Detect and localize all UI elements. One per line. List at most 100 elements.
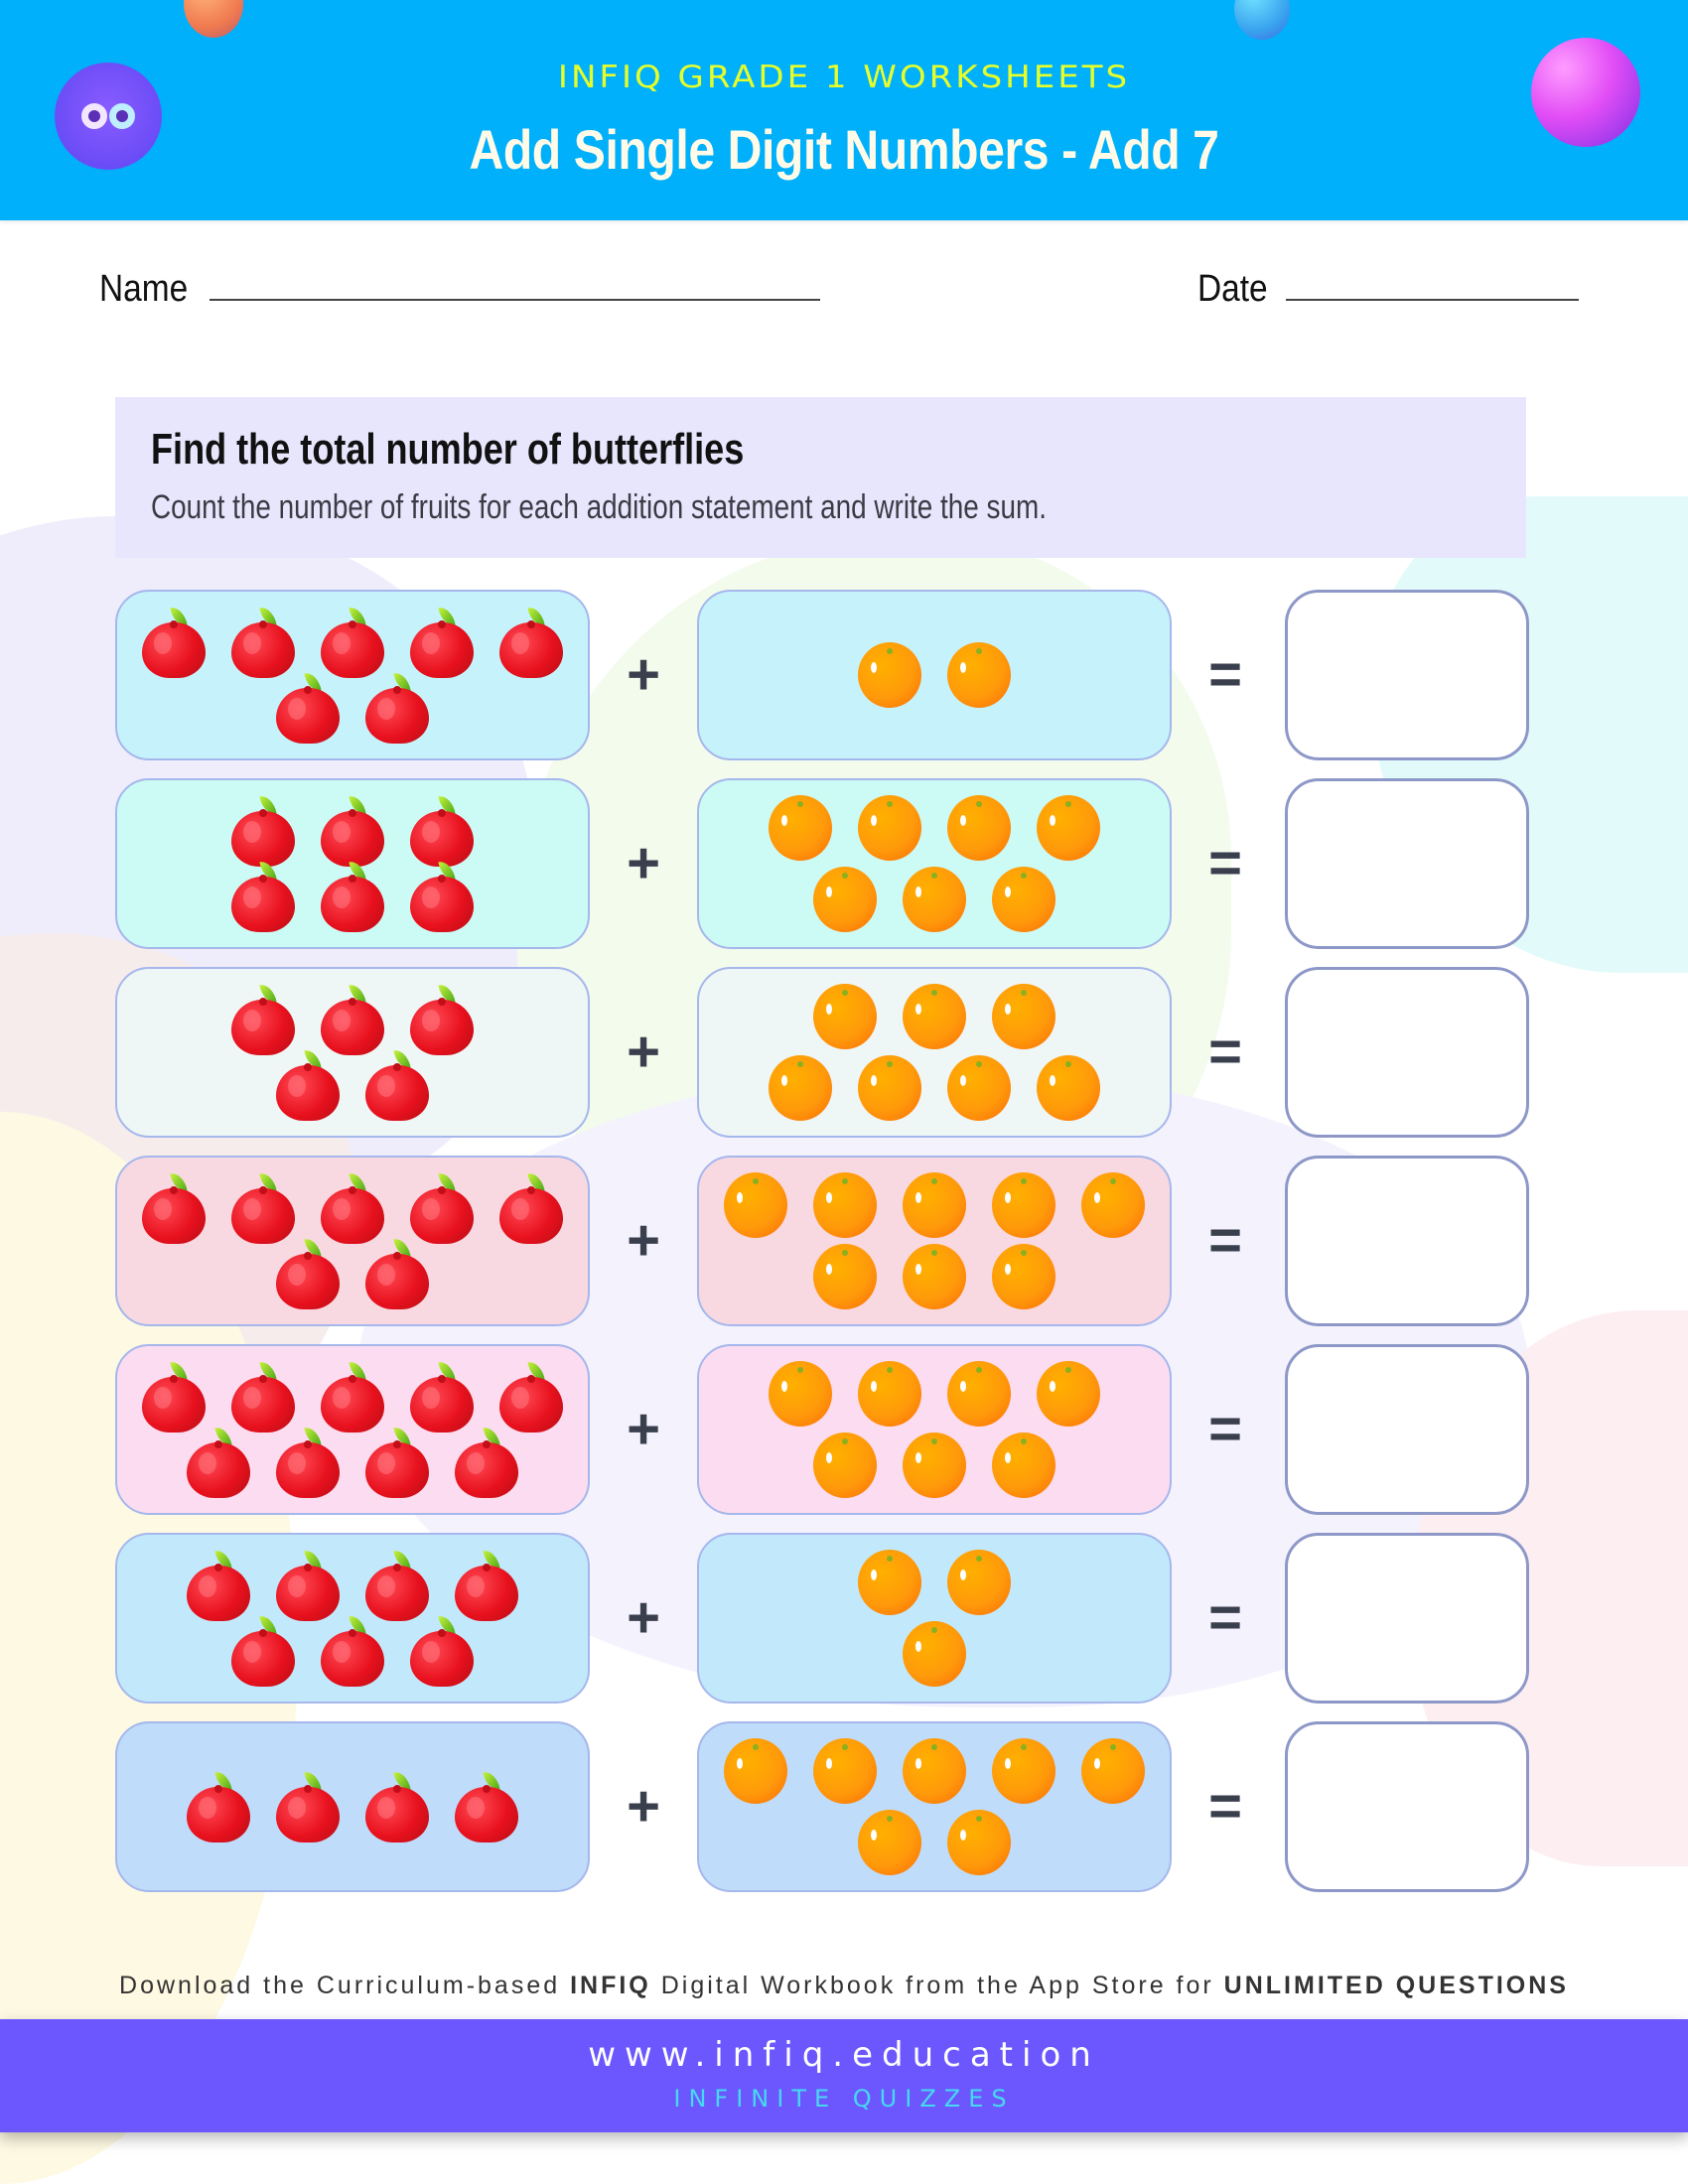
apple-line	[142, 605, 563, 678]
purple-sphere-decoration	[1531, 38, 1640, 147]
apple-icon	[455, 1548, 518, 1621]
apple-icon	[276, 1548, 340, 1621]
answer-box[interactable]	[1285, 590, 1529, 760]
answer-box[interactable]	[1285, 1533, 1529, 1704]
worksheet-header: INFIQ GRADE 1 WORKSHEETS Add Single Digi…	[0, 0, 1688, 220]
problem-row: + =	[115, 778, 1529, 953]
answer-box[interactable]	[1285, 778, 1529, 949]
apple-line	[276, 1047, 429, 1121]
instructions-title: Find the total number of butterflies	[151, 425, 745, 474]
orange-icon	[813, 984, 877, 1049]
apple-icon	[187, 1425, 250, 1498]
orange-icon	[992, 867, 1055, 932]
orange-icon	[992, 1244, 1055, 1309]
orange-icon	[947, 795, 1011, 861]
apple-icon	[410, 1359, 474, 1433]
apple-icon	[410, 1170, 474, 1244]
orange-line	[858, 1550, 1011, 1615]
apples-group	[115, 590, 590, 760]
apple-icon	[410, 793, 474, 867]
orange-line	[858, 642, 1011, 708]
apple-line	[187, 1769, 518, 1843]
orange-icon	[769, 795, 832, 861]
apple-icon	[410, 1613, 474, 1687]
name-label: Name	[99, 268, 189, 310]
orange-icon	[813, 1244, 877, 1309]
apples-group	[115, 1533, 590, 1704]
oranges-group	[697, 967, 1172, 1138]
answer-box[interactable]	[1285, 1721, 1529, 1892]
orange-icon	[992, 984, 1055, 1049]
apple-icon	[142, 605, 206, 678]
apple-line	[187, 1548, 518, 1621]
orange-icon	[1037, 795, 1100, 861]
answer-box[interactable]	[1285, 1156, 1529, 1326]
apple-icon	[321, 1359, 384, 1433]
apple-line	[276, 1236, 429, 1309]
apple-icon	[187, 1769, 250, 1843]
promo-middle: Digital Workbook from the App Store for	[650, 1972, 1224, 1999]
orange-icon	[947, 1055, 1011, 1121]
apple-icon	[231, 982, 295, 1055]
website-link[interactable]: www.infiq.education	[588, 2035, 1100, 2075]
date-field[interactable]	[1286, 299, 1579, 301]
apple-icon	[455, 1425, 518, 1498]
orange-line	[903, 1621, 966, 1687]
orange-icon	[858, 795, 921, 861]
infiq-logo-icon	[55, 63, 162, 170]
logo-ring-icon	[81, 103, 107, 129]
header-kicker: INFIQ GRADE 1 WORKSHEETS	[557, 59, 1131, 96]
name-field[interactable]	[210, 299, 820, 301]
apple-icon	[365, 1425, 429, 1498]
equals-sign: =	[1208, 642, 1242, 707]
apple-icon	[231, 605, 295, 678]
apple-icon	[365, 1548, 429, 1621]
oranges-group	[697, 590, 1172, 760]
apple-icon	[321, 793, 384, 867]
oranges-group	[697, 1533, 1172, 1704]
orange-icon	[858, 1810, 921, 1875]
problem-row: + =	[115, 1344, 1529, 1519]
orange-icon	[947, 1550, 1011, 1615]
oranges-group	[697, 1721, 1172, 1892]
plus-sign: +	[627, 1585, 660, 1650]
orange-icon	[903, 1621, 966, 1687]
orange-icon	[813, 1433, 877, 1498]
orange-icon	[947, 1361, 1011, 1427]
equals-sign: =	[1208, 1397, 1242, 1461]
answer-box[interactable]	[1285, 1344, 1529, 1515]
oranges-group	[697, 1344, 1172, 1515]
promo-emphasis: UNLIMITED QUESTIONS	[1223, 1972, 1569, 1999]
plus-sign: +	[627, 1208, 660, 1273]
orange-icon	[992, 1433, 1055, 1498]
orange-icon	[947, 642, 1011, 708]
apple-icon	[410, 859, 474, 932]
problem-row: + =	[115, 1721, 1529, 1896]
apple-icon	[231, 859, 295, 932]
plus-sign: +	[627, 1397, 660, 1461]
promo-prefix: Download the Curriculum-based	[119, 1972, 571, 1999]
orange-icon	[858, 1361, 921, 1427]
plus-sign: +	[627, 1020, 660, 1084]
apple-icon	[276, 1047, 340, 1121]
orange-icon	[903, 867, 966, 932]
orange-icon	[858, 1550, 921, 1615]
orange-icon	[724, 1738, 787, 1804]
apple-icon	[499, 1359, 563, 1433]
orange-line	[858, 1810, 1011, 1875]
apple-line	[231, 1613, 474, 1687]
orange-icon	[1081, 1738, 1145, 1804]
apple-line	[231, 793, 474, 867]
orange-icon	[813, 1172, 877, 1238]
plus-sign: +	[627, 1774, 660, 1839]
apple-icon	[410, 982, 474, 1055]
orange-icon	[947, 1810, 1011, 1875]
orange-line	[813, 867, 1055, 932]
orange-icon	[813, 867, 877, 932]
equals-sign: =	[1208, 1774, 1242, 1839]
orange-line	[813, 1244, 1055, 1309]
apple-line	[187, 1425, 518, 1498]
page-title: Add Single Digit Numbers - Add 7	[469, 118, 1219, 181]
answer-box[interactable]	[1285, 967, 1529, 1138]
apple-icon	[410, 605, 474, 678]
